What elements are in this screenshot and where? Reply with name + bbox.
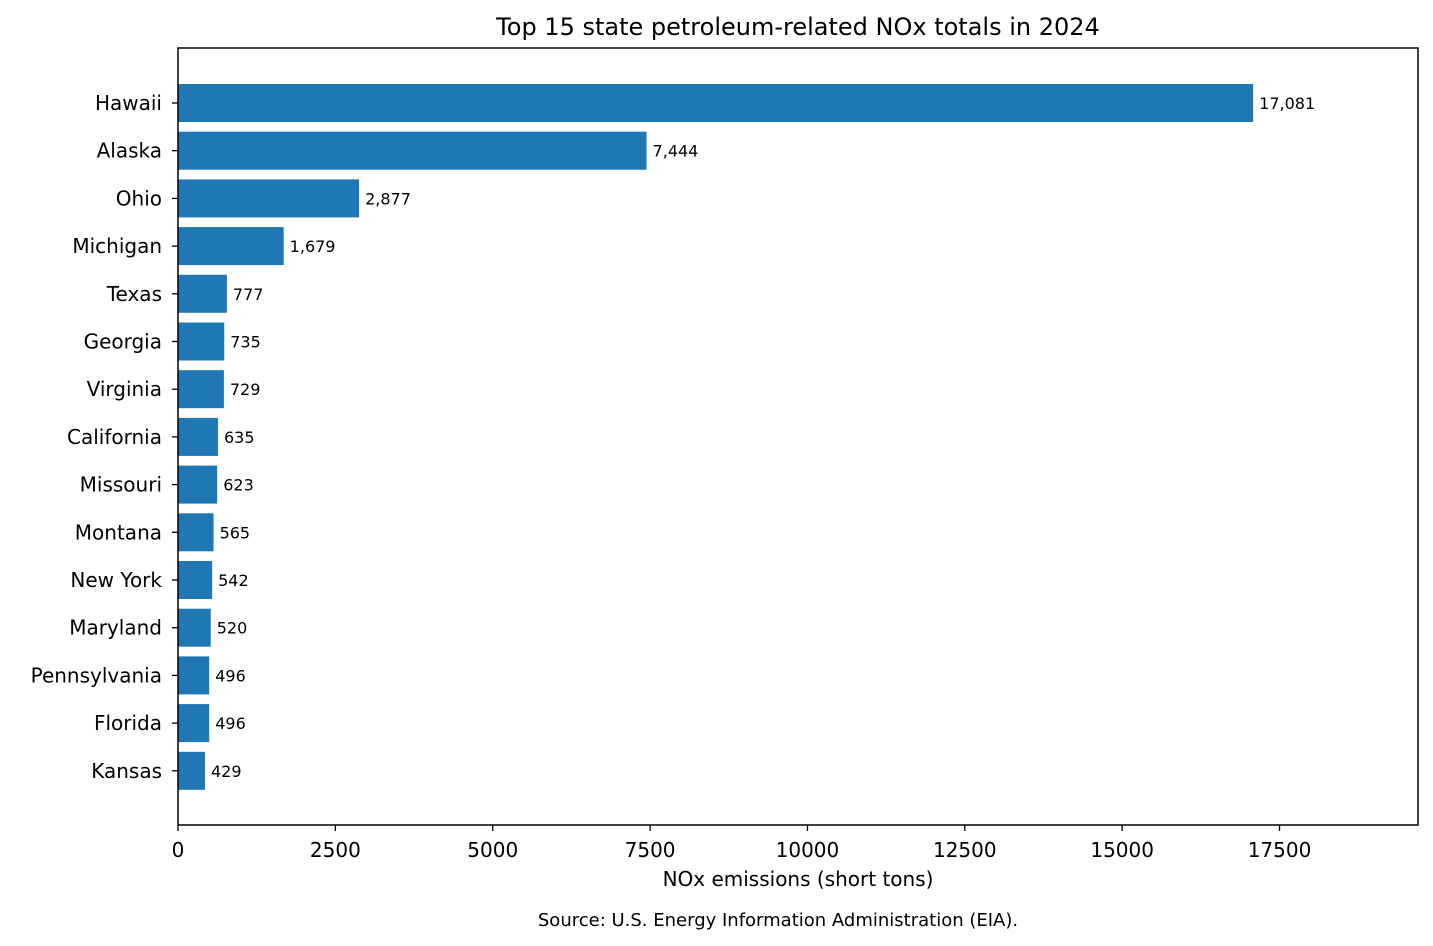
category-label: Florida — [94, 711, 162, 735]
bar — [178, 227, 284, 266]
bar-value-label: 565 — [220, 523, 251, 542]
bar — [178, 131, 647, 170]
category-label: Hawaii — [95, 91, 162, 115]
x-tick-label: 7500 — [625, 838, 676, 862]
bar — [178, 704, 210, 743]
y-axis: Hawaii Alaska Ohio Michigan Texas Georgia Virg… — [31, 91, 178, 783]
bar — [178, 274, 227, 313]
bar — [178, 179, 360, 218]
bar — [178, 561, 213, 599]
bar-value-label: 17,081 — [1259, 94, 1315, 113]
bars-group — [178, 84, 1254, 790]
bar-value-label: 496 — [215, 714, 246, 733]
category-label: Montana — [75, 520, 162, 544]
bar-value-label: 777 — [233, 285, 264, 304]
bar-value-label: 2,877 — [365, 189, 411, 208]
category-label: Maryland — [69, 616, 162, 640]
bar — [178, 417, 218, 456]
category-label: Virginia — [87, 377, 162, 401]
bar — [178, 465, 218, 504]
x-tick-label: 2500 — [310, 838, 361, 862]
category-label: California — [67, 425, 162, 449]
x-axis: 0 2500 5000 7500 10000 12500 15000 17500 — [172, 825, 1312, 862]
category-label: Michigan — [72, 234, 162, 258]
x-tick-label: 12500 — [933, 838, 997, 862]
bar-value-label: 623 — [223, 476, 254, 495]
category-label: Ohio — [116, 186, 162, 210]
value-labels-group: 17,081 7,444 2,877 1,679 777 735 729 635 623 565 5… — [211, 94, 1315, 781]
chart-title: Top 15 state petroleum-related NOx total… — [495, 13, 1100, 41]
bar-value-label: 520 — [217, 619, 248, 638]
bar — [178, 370, 224, 409]
bar-value-label: 7,444 — [653, 142, 699, 161]
source-note: Source: U.S. Energy Information Administ… — [538, 910, 1018, 931]
x-tick-label: 0 — [172, 838, 185, 862]
category-label: Georgia — [84, 330, 162, 354]
bar-value-label: 735 — [230, 333, 261, 352]
bar-value-label: 635 — [224, 428, 255, 447]
category-label: Kansas — [91, 759, 162, 783]
bar-value-label: 1,679 — [290, 237, 336, 256]
bar — [178, 513, 214, 552]
x-tick-label: 5000 — [467, 838, 518, 862]
bar — [178, 751, 206, 790]
x-tick-label: 17500 — [1248, 838, 1312, 862]
bar-value-label: 496 — [215, 666, 246, 685]
bar-value-label: 542 — [218, 571, 249, 590]
bar — [178, 84, 1254, 122]
bar-value-label: 429 — [211, 762, 242, 781]
bar — [178, 608, 211, 647]
category-label: New York — [70, 568, 162, 592]
x-axis-label: NOx emissions (short tons) — [663, 867, 934, 891]
plot-frame — [177, 47, 1419, 826]
x-tick-label: 10000 — [776, 838, 840, 862]
category-label: Missouri — [80, 473, 162, 497]
category-label: Pennsylvania — [31, 663, 162, 687]
category-label: Texas — [106, 282, 162, 306]
category-label: Alaska — [97, 139, 162, 163]
bar — [178, 322, 225, 361]
bar-value-label: 729 — [230, 380, 261, 399]
bar — [178, 656, 210, 695]
x-tick-label: 15000 — [1090, 838, 1154, 862]
